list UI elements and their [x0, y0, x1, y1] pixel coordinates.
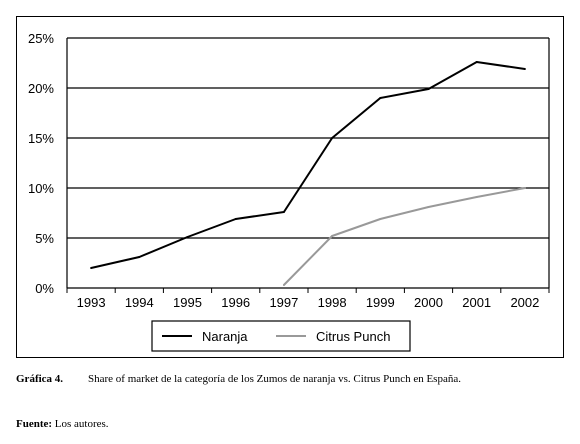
- data-point-1: [427, 206, 430, 208]
- line-chart: 0% 5% 10% 15% 20% 25% 1993 1994 1995 1996 1997 1998…: [28, 31, 550, 352]
- chart-frame: [16, 16, 564, 358]
- source-note: Fuente: Los autores.: [16, 418, 109, 430]
- source-text: Los autores.: [54, 418, 109, 430]
- x-tick-label: 1998: [318, 295, 347, 310]
- data-point-0: [234, 218, 237, 220]
- x-tick-label: 1994: [125, 295, 154, 310]
- caption-text: Share of market de la categoría de los Z…: [88, 373, 461, 385]
- y-tick-label: 0%: [35, 281, 54, 296]
- data-point-1: [282, 284, 285, 286]
- data-point-1: [475, 196, 478, 198]
- data-point-1: [379, 218, 382, 220]
- x-tick-label: 1996: [221, 295, 250, 310]
- caption-label: Gráfica 4.: [16, 373, 64, 385]
- data-point-0: [331, 137, 334, 139]
- x-tick-label: 2001: [462, 295, 491, 310]
- y-tick-label: 15%: [28, 131, 54, 146]
- data-point-0: [282, 211, 285, 213]
- x-tick-label: 1997: [269, 295, 298, 310]
- series-line-0: [90, 61, 526, 269]
- x-tick-label: 2002: [510, 295, 539, 310]
- y-tick-label: 5%: [35, 231, 54, 246]
- data-point-0: [186, 236, 189, 238]
- legend-label-1: Citrus Punch: [316, 329, 390, 344]
- data-point-0: [138, 256, 141, 258]
- x-tick-label: 2000: [414, 295, 443, 310]
- source-label: Fuente:: [16, 418, 53, 430]
- data-point-0: [90, 267, 93, 269]
- data-point-0: [379, 97, 382, 99]
- data-point-1: [331, 235, 334, 237]
- data-point-1: [523, 187, 526, 189]
- data-point-0: [475, 61, 478, 63]
- x-tick-label: 1993: [77, 295, 106, 310]
- data-point-0: [427, 88, 430, 90]
- data-point-0: [523, 68, 526, 70]
- x-tick-label: 1999: [366, 295, 395, 310]
- y-tick-label: 10%: [28, 181, 54, 196]
- y-tick-label: 25%: [28, 31, 54, 46]
- legend-label-0: Naranja: [202, 329, 248, 344]
- x-tick-label: 1995: [173, 295, 202, 310]
- y-tick-label: 20%: [28, 81, 54, 96]
- series-line-1: [283, 187, 526, 286]
